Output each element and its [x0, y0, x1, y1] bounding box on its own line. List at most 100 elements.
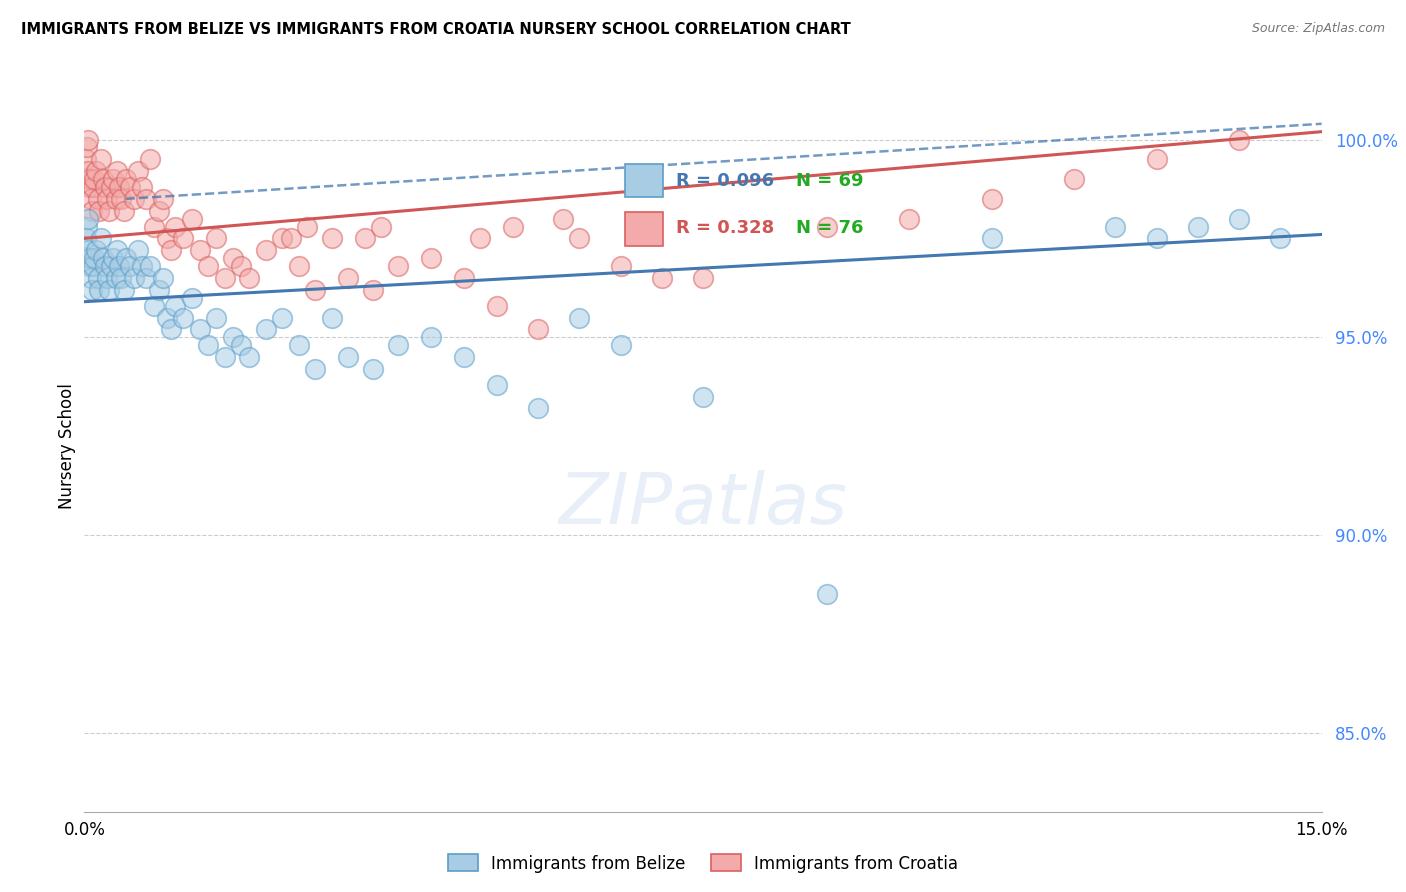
Point: [105, 164, 128, 178]
Point: [94, 259, 117, 273]
Text: N = 69: N = 69: [796, 172, 863, 190]
Point: [568, 310, 591, 325]
Point: [337, 271, 360, 285]
Point: [485, 377, 508, 392]
Point: [419, 251, 441, 265]
Point: [104, 271, 127, 285]
Point: [222, 251, 245, 265]
Point: [1104, 219, 1126, 234]
Point: [118, 259, 141, 273]
Point: [89, 203, 111, 218]
Point: [79, 172, 101, 186]
Point: [180, 291, 202, 305]
Point: [79, 180, 101, 194]
Point: [105, 244, 128, 258]
Point: [143, 299, 166, 313]
Point: [280, 231, 302, 245]
Point: [143, 219, 166, 234]
Point: [96, 271, 118, 285]
Point: [135, 271, 157, 285]
Point: [104, 192, 127, 206]
Point: [353, 231, 375, 245]
Point: [98, 283, 121, 297]
Point: [288, 259, 311, 273]
Point: [152, 192, 174, 206]
Point: [188, 322, 211, 336]
Point: [361, 362, 384, 376]
Point: [254, 322, 277, 336]
Point: [229, 259, 252, 273]
Point: [502, 219, 524, 234]
Point: [165, 299, 187, 313]
Point: [127, 164, 149, 178]
Point: [222, 330, 245, 344]
Point: [131, 180, 153, 194]
Point: [160, 244, 183, 258]
Point: [1146, 231, 1168, 245]
Point: [1227, 211, 1250, 226]
Point: [321, 310, 343, 325]
Point: [84, 164, 107, 178]
Point: [304, 362, 326, 376]
Point: [815, 587, 838, 601]
Point: [122, 271, 145, 285]
Text: IMMIGRANTS FROM BELIZE VS IMMIGRANTS FROM CROATIA NURSERY SCHOOL CORRELATION CHA: IMMIGRANTS FROM BELIZE VS IMMIGRANTS FRO…: [21, 22, 851, 37]
Point: [238, 271, 260, 285]
Point: [254, 244, 277, 258]
Point: [103, 172, 125, 186]
Point: [551, 211, 574, 226]
Point: [82, 180, 104, 194]
Point: [114, 251, 136, 265]
Point: [337, 350, 360, 364]
Point: [898, 211, 921, 226]
Point: [304, 283, 326, 297]
Point: [651, 271, 673, 285]
FancyBboxPatch shape: [624, 211, 662, 245]
Point: [84, 244, 107, 258]
Point: [118, 180, 141, 194]
Point: [815, 219, 838, 234]
Point: [80, 192, 103, 206]
Point: [238, 350, 260, 364]
Point: [139, 153, 162, 167]
Point: [100, 259, 122, 273]
Point: [76, 219, 98, 234]
Point: [131, 259, 153, 273]
Point: [165, 219, 187, 234]
Point: [79, 251, 101, 265]
Point: [148, 283, 170, 297]
Point: [453, 271, 475, 285]
Point: [980, 192, 1002, 206]
Legend: Immigrants from Belize, Immigrants from Croatia: Immigrants from Belize, Immigrants from …: [441, 847, 965, 880]
Point: [1270, 231, 1292, 245]
Point: [77, 164, 100, 178]
Point: [100, 180, 122, 194]
Point: [156, 231, 179, 245]
Point: [114, 172, 136, 186]
Point: [75, 153, 97, 167]
Point: [103, 251, 125, 265]
Point: [361, 283, 384, 297]
Text: Source: ZipAtlas.com: Source: ZipAtlas.com: [1251, 22, 1385, 36]
Point: [172, 310, 194, 325]
Point: [91, 172, 114, 186]
Point: [108, 180, 131, 194]
Point: [80, 203, 103, 218]
Point: [90, 153, 112, 167]
Point: [86, 192, 108, 206]
Point: [108, 259, 131, 273]
Point: [692, 271, 714, 285]
Point: [370, 219, 392, 234]
Point: [197, 259, 219, 273]
Point: [485, 299, 508, 313]
Point: [83, 172, 105, 186]
Point: [139, 259, 162, 273]
Point: [609, 259, 631, 273]
Point: [89, 283, 111, 297]
Point: [79, 259, 101, 273]
Point: [148, 203, 170, 218]
Point: [692, 390, 714, 404]
Text: N = 76: N = 76: [796, 219, 863, 237]
Point: [180, 211, 202, 226]
Point: [127, 244, 149, 258]
